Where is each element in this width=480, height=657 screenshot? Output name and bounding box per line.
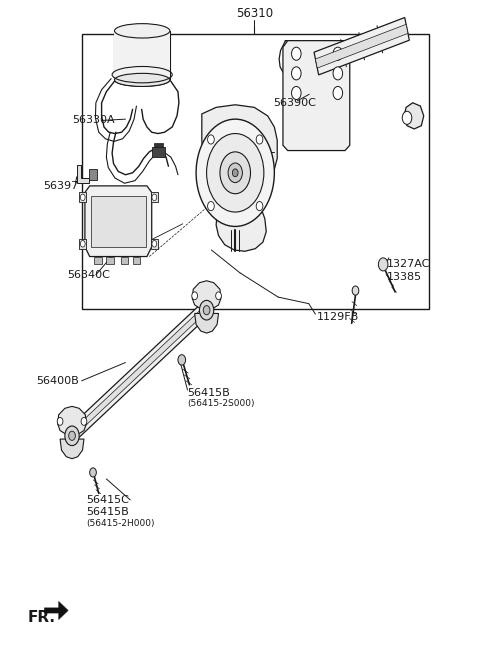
Circle shape	[206, 133, 264, 212]
Polygon shape	[315, 24, 408, 68]
Circle shape	[90, 468, 96, 477]
Bar	[82, 34, 429, 309]
Text: 1327AC: 1327AC	[387, 260, 431, 269]
Text: 56310: 56310	[236, 7, 273, 20]
Text: 56400B: 56400B	[36, 376, 79, 386]
Circle shape	[291, 87, 301, 99]
Circle shape	[402, 111, 412, 124]
Polygon shape	[192, 281, 221, 309]
Polygon shape	[58, 406, 86, 434]
Circle shape	[352, 286, 359, 295]
Polygon shape	[195, 313, 218, 333]
Polygon shape	[107, 256, 114, 264]
Circle shape	[80, 240, 85, 247]
Polygon shape	[314, 18, 409, 75]
Text: (56415-2S000): (56415-2S000)	[188, 399, 255, 407]
Circle shape	[178, 355, 186, 365]
Polygon shape	[79, 193, 86, 202]
Polygon shape	[60, 439, 84, 459]
Text: 13385: 13385	[387, 273, 422, 283]
Bar	[115, 31, 170, 80]
Circle shape	[216, 292, 221, 300]
Circle shape	[152, 194, 157, 200]
Polygon shape	[44, 601, 68, 620]
Circle shape	[378, 258, 388, 271]
Circle shape	[65, 426, 79, 445]
Ellipse shape	[115, 74, 170, 87]
Text: 56330A: 56330A	[72, 116, 115, 125]
Polygon shape	[120, 256, 128, 264]
Text: 56390C: 56390C	[274, 98, 316, 108]
Circle shape	[333, 87, 343, 99]
Polygon shape	[85, 186, 152, 256]
Circle shape	[196, 119, 275, 227]
Circle shape	[207, 135, 214, 144]
Text: 56415C: 56415C	[86, 495, 129, 505]
Polygon shape	[77, 165, 89, 183]
Circle shape	[291, 47, 301, 60]
Circle shape	[220, 152, 251, 194]
Circle shape	[69, 431, 75, 440]
Polygon shape	[152, 147, 165, 157]
Polygon shape	[151, 239, 158, 249]
Circle shape	[57, 417, 63, 425]
Polygon shape	[132, 256, 140, 264]
Polygon shape	[91, 196, 146, 247]
Polygon shape	[154, 143, 163, 147]
Circle shape	[291, 67, 301, 80]
Circle shape	[207, 202, 214, 211]
Circle shape	[152, 240, 157, 247]
Circle shape	[199, 300, 214, 320]
Circle shape	[228, 163, 242, 183]
Polygon shape	[202, 104, 277, 251]
Circle shape	[81, 417, 87, 425]
Circle shape	[333, 47, 343, 60]
Polygon shape	[283, 41, 350, 150]
Text: 56397: 56397	[43, 181, 79, 191]
Text: FR.: FR.	[28, 610, 56, 625]
Polygon shape	[69, 302, 209, 441]
Text: 56415B: 56415B	[188, 388, 230, 397]
Circle shape	[232, 169, 238, 177]
Polygon shape	[95, 256, 102, 264]
Polygon shape	[151, 193, 158, 202]
Text: 56340C: 56340C	[67, 270, 110, 280]
Polygon shape	[79, 239, 86, 249]
Circle shape	[256, 135, 263, 144]
Circle shape	[80, 194, 85, 200]
Text: 1129FB: 1129FB	[316, 311, 359, 322]
Polygon shape	[89, 169, 97, 180]
Circle shape	[203, 306, 210, 315]
Circle shape	[192, 292, 198, 300]
Ellipse shape	[115, 24, 170, 38]
Circle shape	[256, 202, 263, 211]
Polygon shape	[71, 306, 207, 437]
Circle shape	[333, 67, 343, 80]
Polygon shape	[404, 102, 424, 129]
Text: (56415-2H000): (56415-2H000)	[86, 519, 155, 528]
Text: 56415B: 56415B	[86, 507, 129, 516]
